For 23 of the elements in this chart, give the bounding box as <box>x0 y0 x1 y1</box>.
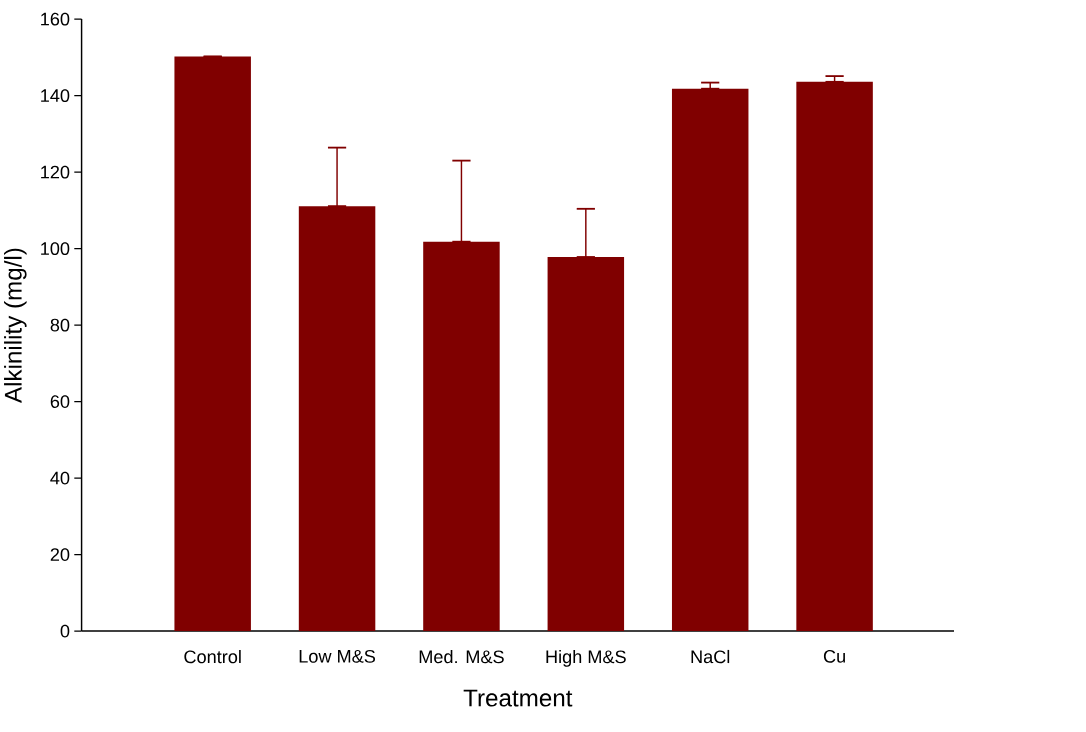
bar <box>174 56 251 631</box>
y-tick-label: 160 <box>41 12 70 26</box>
y-tick-label: 60 <box>50 395 70 408</box>
y-tick-label: 40 <box>50 471 70 485</box>
bar <box>796 81 873 631</box>
x-axis-title: Treatment <box>463 689 573 707</box>
x-tick-label: NaCl <box>691 649 730 664</box>
y-tick-label: 100 <box>41 242 70 255</box>
bar <box>671 88 749 631</box>
bar <box>423 241 500 631</box>
x-tick-label: Cu <box>823 649 845 663</box>
y-tick-label: 20 <box>50 548 70 561</box>
x-tick-label: High M&S <box>546 649 626 667</box>
y-tick-label: 120 <box>41 165 70 179</box>
bar <box>547 256 625 631</box>
x-tick-label: Low M&S <box>299 649 376 663</box>
x-tick-label: Med. M&S <box>419 649 504 664</box>
bar <box>298 206 376 631</box>
y-tick-label: 80 <box>50 318 70 332</box>
x-tick-label: Control <box>184 649 241 664</box>
y-tick-label: 140 <box>41 89 70 102</box>
y-tick-label: 0 <box>60 624 70 638</box>
y-axis-title: Alkinility (mg/l) <box>4 248 27 403</box>
